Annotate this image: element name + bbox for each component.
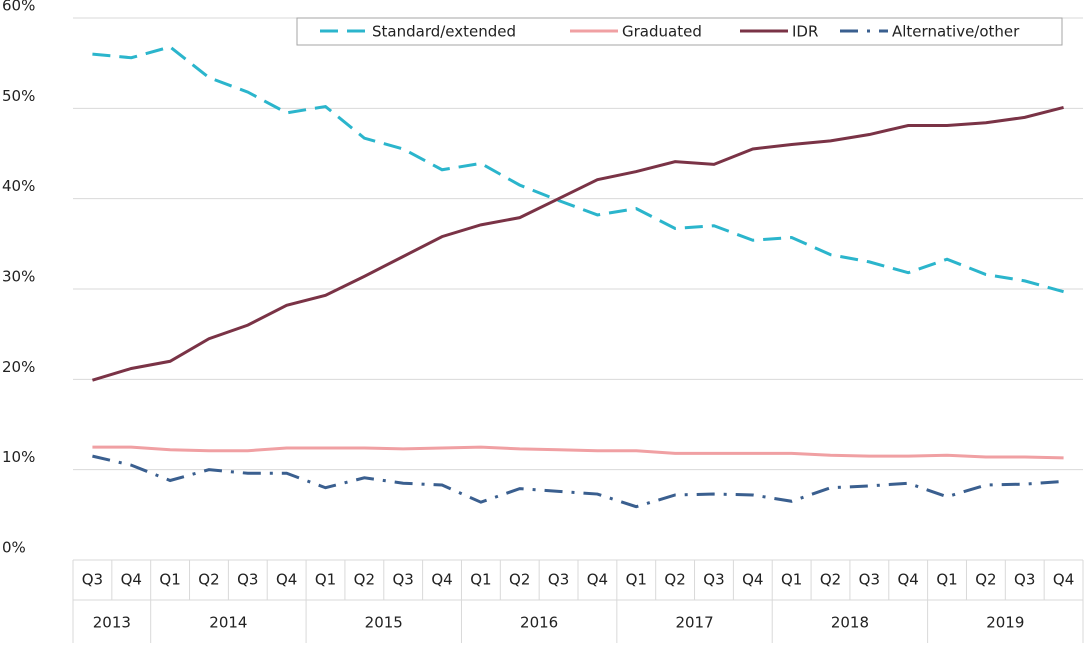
y-tick-label: 60% xyxy=(2,0,35,15)
x-tick-label: Q4 xyxy=(742,571,763,589)
y-tick-label: 0% xyxy=(2,539,26,557)
x-tick-label: Q2 xyxy=(198,571,219,589)
x-group-label: 2014 xyxy=(209,614,247,632)
legend-label: IDR xyxy=(792,23,818,41)
x-tick-label: Q4 xyxy=(431,571,452,589)
x-group-label: 2016 xyxy=(520,614,558,632)
x-tick-label: Q3 xyxy=(393,571,414,589)
x-tick-label: Q3 xyxy=(82,571,103,589)
y-tick-label: 10% xyxy=(2,448,35,466)
y-tick-label: 20% xyxy=(2,358,35,376)
series-line xyxy=(92,454,1064,509)
y-tick-label: 30% xyxy=(2,268,35,286)
legend-label: Alternative/other xyxy=(892,23,1020,41)
x-tick-label: Q2 xyxy=(820,571,841,589)
x-tick-label: Q1 xyxy=(936,571,957,589)
x-tick-label: Q4 xyxy=(276,571,297,589)
legend-label: Standard/extended xyxy=(372,23,516,41)
x-tick-label: Q4 xyxy=(1053,571,1074,589)
series-line xyxy=(92,445,1064,460)
x-tick-label: Q3 xyxy=(703,571,724,589)
x-tick-label: Q3 xyxy=(548,571,569,589)
x-group-label: 2013 xyxy=(93,614,131,632)
legend-box xyxy=(296,17,1063,46)
x-group-label: 2018 xyxy=(831,614,869,632)
x-tick-label: Q4 xyxy=(587,571,608,589)
x-tick-label: Q1 xyxy=(470,571,491,589)
x-tick-label: Q1 xyxy=(315,571,336,589)
legend-label: Graduated xyxy=(622,23,702,41)
x-tick-label: Q3 xyxy=(237,571,258,589)
x-tick-label: Q2 xyxy=(354,571,375,589)
x-group-label: 2015 xyxy=(365,614,403,632)
series-line xyxy=(92,45,1064,294)
x-tick-label: Q1 xyxy=(626,571,647,589)
y-tick-label: 50% xyxy=(2,87,35,105)
x-tick-label: Q4 xyxy=(121,571,142,589)
x-tick-label: Q1 xyxy=(159,571,180,589)
x-tick-label: Q2 xyxy=(975,571,996,589)
x-tick-label: Q4 xyxy=(898,571,919,589)
x-tick-label: Q1 xyxy=(781,571,802,589)
x-tick-label: Q2 xyxy=(664,571,685,589)
x-tick-label: Q3 xyxy=(859,571,880,589)
x-tick-label: Q2 xyxy=(509,571,530,589)
x-tick-label: Q3 xyxy=(1014,571,1035,589)
x-group-label: 2019 xyxy=(986,614,1024,632)
y-tick-label: 40% xyxy=(2,177,35,195)
series-line xyxy=(91,105,1064,382)
x-group-label: 2017 xyxy=(675,614,713,632)
